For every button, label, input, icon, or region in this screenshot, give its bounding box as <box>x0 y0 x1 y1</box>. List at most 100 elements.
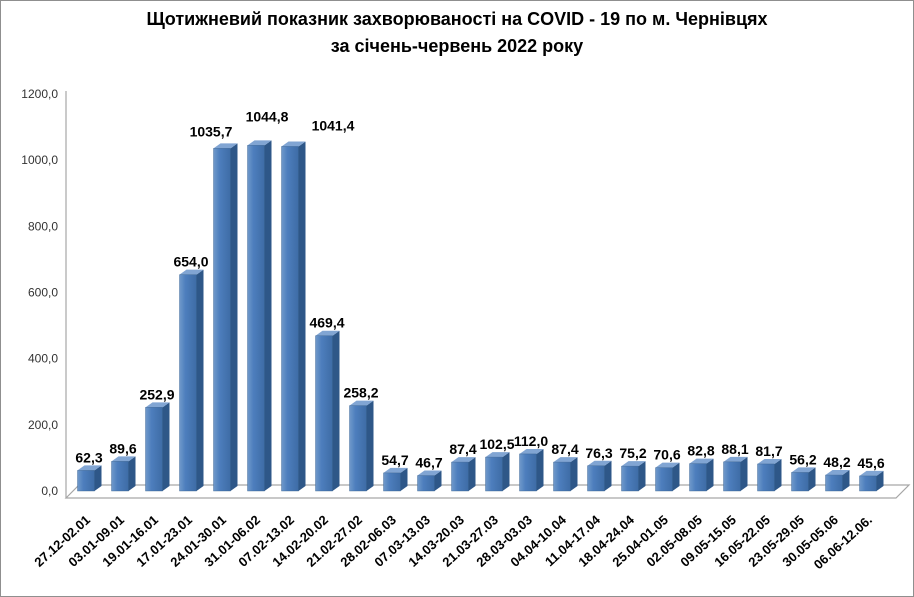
bar-front-face <box>111 461 129 492</box>
bar-top-face <box>519 448 544 454</box>
bar-value-label: 46,7 <box>415 455 442 471</box>
bar-top-face <box>451 457 476 463</box>
bar-front-face <box>791 472 809 492</box>
bar-value-label: 87,4 <box>449 441 476 457</box>
bar-front-face <box>77 470 95 492</box>
bar-side-face <box>94 465 102 491</box>
bar-side-face <box>638 461 646 491</box>
bar-top-face <box>825 470 850 476</box>
bar-top-face <box>723 456 748 462</box>
bar-side-face <box>672 462 680 491</box>
bar-value-label: 54,7 <box>381 452 408 468</box>
bar-side-face <box>332 330 340 491</box>
bar-value-label: 112,0 <box>514 433 548 449</box>
bar <box>757 458 782 492</box>
bar-top-face <box>315 330 340 336</box>
bar <box>111 456 136 492</box>
bar-side-face <box>876 470 884 491</box>
bar-value-label: 62,3 <box>75 449 102 465</box>
bar-side-face <box>842 470 850 491</box>
bar-value-label: 1035,7 <box>190 123 233 139</box>
bar <box>179 269 204 492</box>
bar-front-face <box>757 463 775 492</box>
bar <box>349 400 374 492</box>
bar-front-face <box>621 465 639 492</box>
bar <box>247 140 272 492</box>
chart-title-line1: Щотижневий показник захворюваності на CO… <box>146 9 768 29</box>
bar-front-face <box>519 453 537 492</box>
bar-side-face <box>128 456 136 491</box>
bar-top-face <box>689 458 714 464</box>
bar-value-label: 45,6 <box>857 455 884 471</box>
bar-top-face <box>281 141 306 147</box>
bar-value-label: 48,2 <box>823 454 850 470</box>
y-axis-tick-label: 400,0 <box>28 352 58 366</box>
bar-side-face <box>366 400 374 491</box>
bar-front-face <box>553 461 571 492</box>
bar-top-face <box>553 457 578 463</box>
bar-side-face <box>536 448 544 491</box>
y-axis-tick-label: 0,0 <box>41 484 58 498</box>
bar-side-face <box>706 458 714 491</box>
y-axis-tick-label: 800,0 <box>28 219 58 233</box>
bar-front-face <box>825 474 843 492</box>
bar-side-face <box>808 467 816 491</box>
bar-top-face <box>655 462 680 468</box>
bar-side-face <box>434 470 442 491</box>
bar-front-face <box>383 472 401 492</box>
bar-front-face <box>247 145 265 492</box>
bar <box>655 462 680 492</box>
bar <box>689 458 714 492</box>
bar-value-label: 1041,4 <box>312 117 355 133</box>
bar-front-face <box>859 475 877 492</box>
bar-top-face <box>859 470 884 476</box>
bar-top-face <box>213 143 238 149</box>
bar <box>519 448 544 492</box>
bar-value-label: 252,9 <box>139 386 174 402</box>
bar-top-face <box>485 452 510 458</box>
bar-value-label: 469,4 <box>309 315 344 331</box>
bar-top-face <box>757 458 782 464</box>
bar-front-face <box>655 467 673 492</box>
bar-top-face <box>791 467 816 473</box>
bar-side-face <box>604 460 612 491</box>
bar <box>825 470 850 492</box>
bar-side-face <box>298 141 306 492</box>
bar <box>383 467 408 492</box>
bar <box>587 460 612 492</box>
bar-value-label: 70,6 <box>653 447 680 463</box>
bar-top-face <box>111 456 136 462</box>
bar-value-label: 76,3 <box>585 445 612 461</box>
bar-side-face <box>502 452 510 491</box>
bar <box>723 456 748 492</box>
bar-side-face <box>264 140 272 491</box>
bar-side-face <box>400 467 408 491</box>
bar-value-label: 82,8 <box>687 443 714 459</box>
bar-front-face <box>213 148 231 492</box>
bar-front-face <box>349 405 367 492</box>
bar-front-face <box>485 456 503 492</box>
bar <box>145 402 170 492</box>
bar-top-face <box>179 269 204 275</box>
bar-side-face <box>570 457 578 491</box>
chart-title: Щотижневий показник захворюваності на CO… <box>1 6 913 60</box>
bar-top-face <box>621 461 646 467</box>
bar <box>553 457 578 492</box>
chart-title-line2: за січень-червень 2022 року <box>330 36 584 56</box>
bar-top-face <box>587 460 612 466</box>
bar <box>791 467 816 492</box>
bar-top-face <box>349 400 374 406</box>
bar-top-face <box>145 402 170 408</box>
bar <box>859 470 884 492</box>
bar-front-face <box>451 461 469 492</box>
bar-top-face <box>77 465 102 471</box>
bar-side-face <box>468 457 476 491</box>
bar-side-face <box>196 269 204 491</box>
y-axis-tick-label: 1000,0 <box>21 153 58 167</box>
bar-front-face <box>145 407 163 492</box>
y-axis-tick-label: 1200,0 <box>21 87 58 101</box>
bar-value-label: 88,1 <box>721 441 748 457</box>
bar-value-label: 654,0 <box>173 254 208 270</box>
